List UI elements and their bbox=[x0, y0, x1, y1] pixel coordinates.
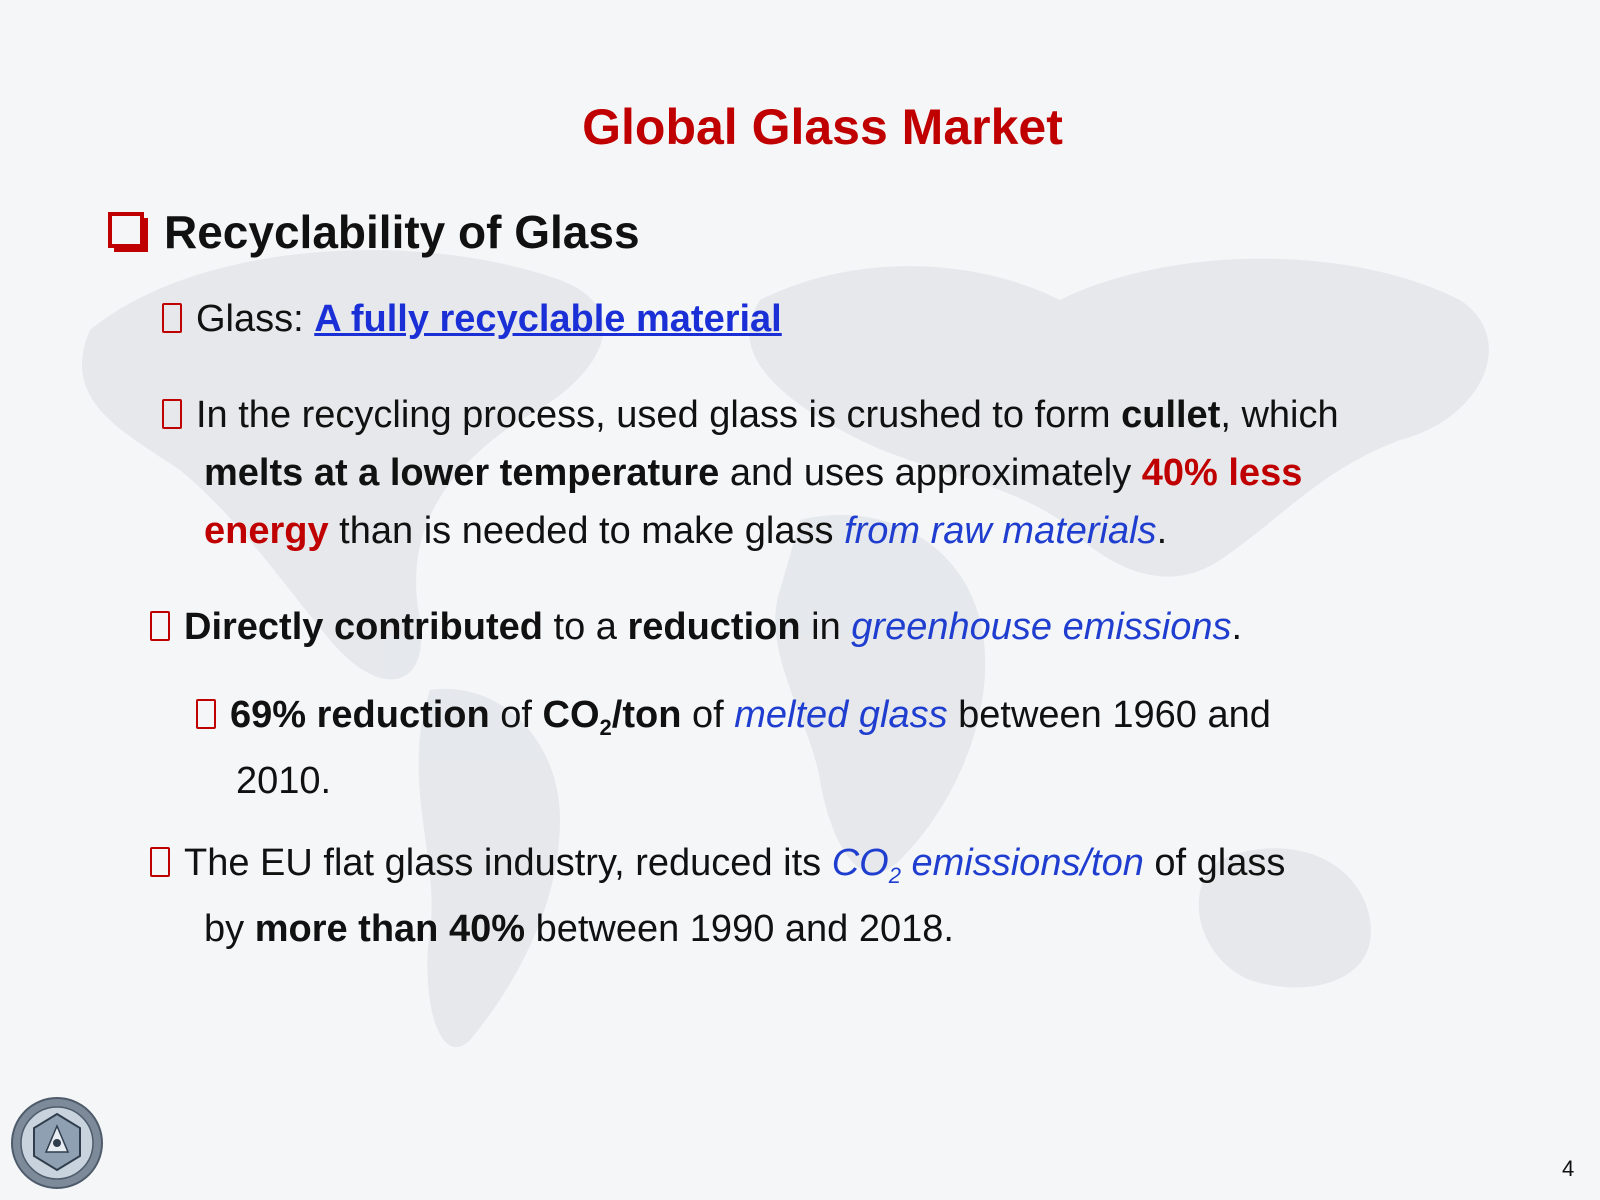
bullet-eu-flat-glass: The EU flat glass industry, reduced its … bbox=[150, 830, 1550, 962]
bullet-icon bbox=[162, 303, 182, 333]
bullet-icon bbox=[162, 399, 182, 429]
square-bullet-icon bbox=[108, 212, 144, 248]
bullet-icon bbox=[150, 847, 170, 877]
bullet-recycling-process: In the recycling process, used glass is … bbox=[162, 386, 1562, 560]
bullet-icon bbox=[196, 699, 216, 729]
section-heading-text: Recyclability of Glass bbox=[164, 206, 640, 258]
fully-recyclable-link[interactable]: A fully recyclable material bbox=[314, 298, 782, 340]
bullet-69-reduction: 69% reduction of CO2/ton of melted glass… bbox=[196, 682, 1496, 814]
bullet-direct-contribution: Directly contributed to a reduction in g… bbox=[150, 598, 1242, 656]
section-heading: Recyclability of Glass bbox=[108, 205, 640, 259]
institution-seal-logo bbox=[11, 1097, 103, 1189]
bullet-glass-recyclable: Glass: A fully recyclable material bbox=[162, 290, 782, 348]
bullet-icon bbox=[150, 611, 170, 641]
slide-title: Global Glass Market bbox=[582, 99, 1063, 155]
page-number: 4 bbox=[1562, 1156, 1575, 1181]
